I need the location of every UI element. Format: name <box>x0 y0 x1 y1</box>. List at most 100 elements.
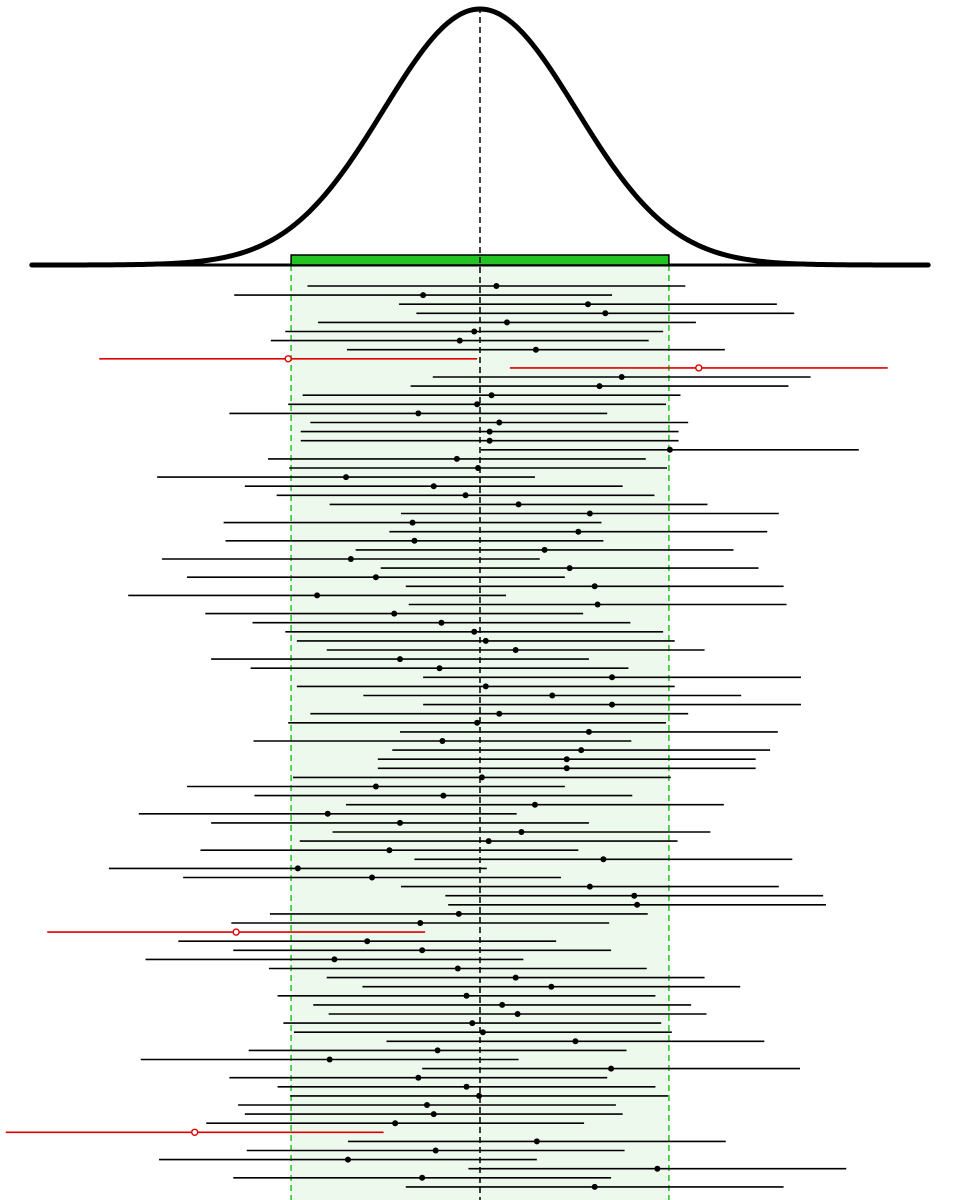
interval-series <box>5 283 888 1190</box>
interval-point <box>515 501 522 508</box>
interval-8 <box>346 346 725 353</box>
interval-16 <box>310 419 689 426</box>
interval-point <box>364 938 371 945</box>
interval-93 <box>206 1120 585 1127</box>
interval-point <box>488 392 495 399</box>
interval-23 <box>244 483 623 490</box>
interval-point <box>347 556 354 562</box>
interval-6 <box>285 328 664 335</box>
interval-point <box>482 637 489 644</box>
interval-24 <box>276 492 655 499</box>
interval-point <box>586 510 593 517</box>
interval-35 <box>128 592 507 599</box>
interval-82 <box>283 1020 662 1027</box>
interval-point <box>454 965 461 972</box>
interval-point <box>602 310 609 317</box>
interval-25 <box>329 501 708 508</box>
interval-51 <box>253 738 632 744</box>
interval-point <box>453 455 460 462</box>
interval-point <box>440 792 447 799</box>
interval-71 <box>231 920 610 926</box>
interval-4 <box>416 310 795 317</box>
interval-point <box>584 301 591 308</box>
interval-point <box>586 883 593 890</box>
interval-60 <box>211 819 589 826</box>
interval-point <box>474 401 481 408</box>
interval-point <box>496 710 503 717</box>
interval-47 <box>423 701 801 708</box>
interval-30 <box>355 546 734 553</box>
interval-point <box>486 428 493 435</box>
interval-point <box>532 346 539 353</box>
interval-point <box>591 583 598 590</box>
interval-point <box>411 537 418 544</box>
interval-point <box>397 819 403 826</box>
interval-52 <box>392 747 771 754</box>
interval-95 <box>347 1138 726 1145</box>
interval-88 <box>229 1074 608 1081</box>
interval-44 <box>423 674 801 681</box>
interval-point <box>324 810 331 817</box>
interval-point <box>417 920 424 926</box>
interval-73 <box>178 938 557 945</box>
interval-43 <box>250 665 629 672</box>
interval-point <box>503 319 510 326</box>
interval-13 <box>302 392 681 399</box>
interval-point <box>609 674 616 681</box>
interval-point <box>634 901 641 908</box>
interval-59 <box>138 810 517 817</box>
interval-5 <box>318 319 696 326</box>
interval-17 <box>300 428 679 435</box>
interval-74 <box>233 947 612 954</box>
interval-21 <box>289 465 667 471</box>
interval-point <box>372 574 379 581</box>
interval-26 <box>400 510 779 517</box>
interval-point <box>531 801 538 808</box>
interval-point <box>314 592 321 599</box>
interval-2 <box>234 292 613 299</box>
interval-point <box>533 1138 540 1145</box>
interval-point <box>566 565 573 572</box>
interval-point <box>578 747 585 754</box>
interval-22 <box>157 474 535 481</box>
interval-point <box>430 1111 437 1118</box>
interval-3 <box>399 301 777 308</box>
interval-83 <box>293 1029 672 1036</box>
interval-point <box>391 610 398 617</box>
interval-point <box>392 1120 399 1127</box>
interval-69 <box>448 901 827 908</box>
interval-point <box>415 410 422 417</box>
interval-point <box>463 1083 470 1090</box>
interval-75 <box>145 956 524 963</box>
interval-81 <box>328 1011 707 1017</box>
interval-point <box>294 865 301 872</box>
interval-point <box>514 1011 521 1017</box>
interval-79 <box>277 992 656 999</box>
interval-38 <box>252 619 631 626</box>
interval-40 <box>296 637 675 644</box>
interval-point <box>423 1102 430 1108</box>
interval-point <box>666 446 673 453</box>
interval-64 <box>414 856 793 863</box>
interval-56 <box>186 783 565 790</box>
interval-point <box>476 1092 483 1099</box>
interval-point <box>631 892 638 899</box>
interval-point <box>284 355 292 363</box>
interval-87 <box>422 1065 800 1072</box>
interval-46 <box>363 692 742 699</box>
interval-80 <box>313 1001 692 1008</box>
interval-29 <box>225 537 604 544</box>
interval-point <box>419 947 426 954</box>
interval-point <box>344 1156 351 1163</box>
interval-92 <box>244 1111 623 1118</box>
interval-65 <box>108 865 487 872</box>
interval-point <box>409 519 416 526</box>
interval-point <box>430 483 437 490</box>
interval-point <box>190 1128 199 1137</box>
interval-point <box>512 647 519 653</box>
interval-point <box>439 738 446 744</box>
interval-84 <box>386 1038 765 1045</box>
interval-point <box>518 829 525 835</box>
interval-10 <box>509 364 888 372</box>
interval-point <box>232 928 240 936</box>
